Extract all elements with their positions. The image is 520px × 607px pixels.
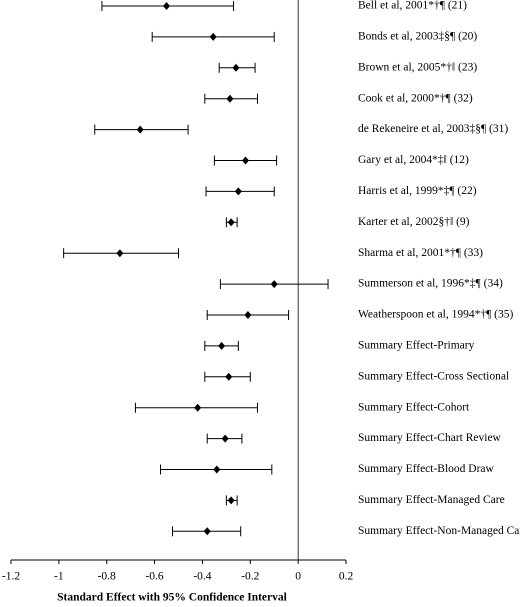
study-label: Karter et al, 2002§†‖ (9) xyxy=(358,216,470,228)
x-axis-title: Standard Effect with 95% Confidence Inte… xyxy=(57,592,287,604)
point-estimate xyxy=(203,527,211,536)
study-label: Summary Effect-Cohort xyxy=(358,401,470,413)
point-estimate xyxy=(226,94,234,103)
x-tick-label: -0.4 xyxy=(193,571,211,583)
study-label: Summary Effect-Primary xyxy=(358,340,475,352)
x-tick-label: -1.2 xyxy=(2,571,20,583)
point-estimate xyxy=(218,341,226,350)
study-label: Harris et al, 1999*‡¶ (22) xyxy=(358,185,477,197)
study-label: Summary Effect-Blood Draw xyxy=(358,463,495,475)
point-estimate xyxy=(163,2,171,10)
point-estimate xyxy=(209,32,217,41)
study-label: Sharma et al, 2001*†¶ (33) xyxy=(358,247,483,259)
point-estimate xyxy=(225,372,233,381)
study-label: Summary Effect-Chart Review xyxy=(358,432,502,444)
point-estimate xyxy=(227,496,235,505)
point-estimate xyxy=(194,403,202,412)
point-estimate xyxy=(234,187,242,196)
point-estimate xyxy=(116,249,124,258)
point-estimate xyxy=(270,280,278,289)
point-estimate xyxy=(232,63,240,72)
point-estimate xyxy=(221,434,229,443)
point-estimate xyxy=(244,311,252,319)
x-tick-label: -0.6 xyxy=(145,571,163,583)
x-tick-label: -0.8 xyxy=(98,571,116,583)
study-label: Weatherspoon et al, 1994*†¶ (35) xyxy=(358,309,514,321)
study-label: Gary et al, 2004*‡‖ (12) xyxy=(358,154,469,166)
x-tick-label: -0.2 xyxy=(241,571,259,583)
point-estimate xyxy=(242,156,249,165)
study-label: Summary Effect-Cross Sectional xyxy=(358,370,509,382)
point-estimate xyxy=(213,465,221,474)
x-tick-label: 0 xyxy=(295,571,301,583)
study-label: Summerson et al, 1996*‡¶ (34) xyxy=(358,278,503,290)
study-label: de Rekeneire et al, 2003‡§¶ (31) xyxy=(358,123,508,135)
study-label: Summary Effect-Managed Care xyxy=(358,494,505,506)
study-label: Summary Effect-Non-Managed Care xyxy=(358,525,520,537)
x-tick-label: -1 xyxy=(54,571,64,583)
point-estimate xyxy=(136,125,144,134)
study-label: Bonds et al, 2003‡§¶ (20) xyxy=(358,31,477,43)
study-label: Cook et al, 2000*†¶ (32) xyxy=(358,92,473,104)
study-label: Bell et al, 2001*†¶ (21) xyxy=(358,0,467,12)
point-estimate xyxy=(227,218,235,227)
x-tick-label: 0.2 xyxy=(339,571,354,583)
study-label: Brown et al, 2005*†‖ (23) xyxy=(358,61,477,73)
